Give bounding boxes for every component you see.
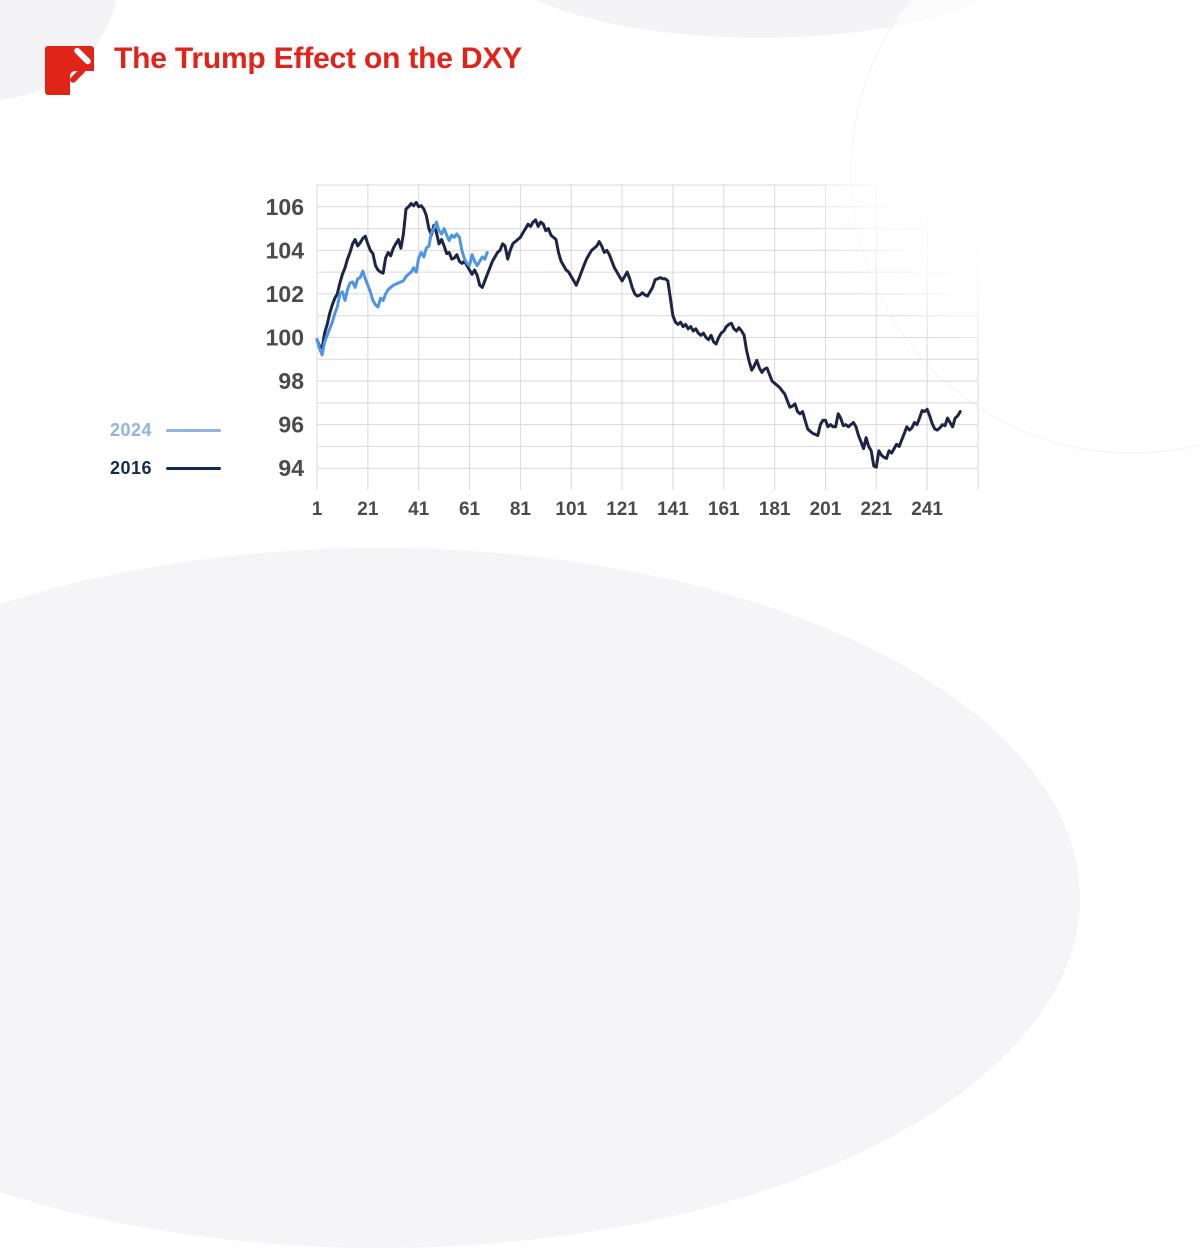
x-axis-tick-label: 21 [357,499,379,520]
y-axis-tick-label: 102 [266,281,304,307]
series-line-2024 [315,220,489,357]
x-axis-tick-label: 241 [911,499,943,520]
legend-swatch-2016 [166,466,221,470]
y-axis-tick-label: 106 [266,194,304,220]
background-swoosh-bottom-left [0,548,1080,1248]
x-axis-tick-label: 61 [459,499,481,520]
x-axis-tick-label: 181 [759,499,791,520]
background-swoosh-top [480,0,1040,38]
dxy-line-chart: 106 104 102 100 98 96 94 1 21 41 61 81 101 121 141 161 1… [250,172,990,532]
legend-item-2024: 2024 [110,419,221,440]
y-axis-tick-label: 104 [266,237,305,263]
x-axis-tick-label: 101 [555,499,587,520]
x-axis-tick-label: 221 [860,499,892,520]
header: The Trump Effect on the DXY [44,42,522,97]
chart-slash-logo-icon [44,42,96,97]
x-axis-tick-label: 141 [657,499,689,520]
x-axis-tick-label: 1 [312,499,323,520]
legend-label-2016: 2016 [110,457,153,478]
legend-item-2016: 2016 [110,457,221,478]
y-axis-tick-label: 96 [278,412,304,438]
series-line-2016 [315,200,962,469]
legend-swatch-2024 [166,428,221,432]
x-axis-tick-label: 81 [510,499,532,520]
x-axis-tick-label: 121 [606,499,638,520]
legend-label-2024: 2024 [110,419,153,440]
y-axis-tick-label: 98 [278,368,304,394]
chart-legend: 2024 2016 [110,419,221,497]
x-axis-tick-label: 201 [810,499,842,520]
page-title: The Trump Effect on the DXY [114,42,522,75]
x-axis-tick-label: 41 [408,499,430,520]
y-axis-tick-label: 94 [278,455,304,481]
y-axis-tick-label: 100 [266,325,304,351]
x-axis-tick-label: 161 [708,499,740,520]
